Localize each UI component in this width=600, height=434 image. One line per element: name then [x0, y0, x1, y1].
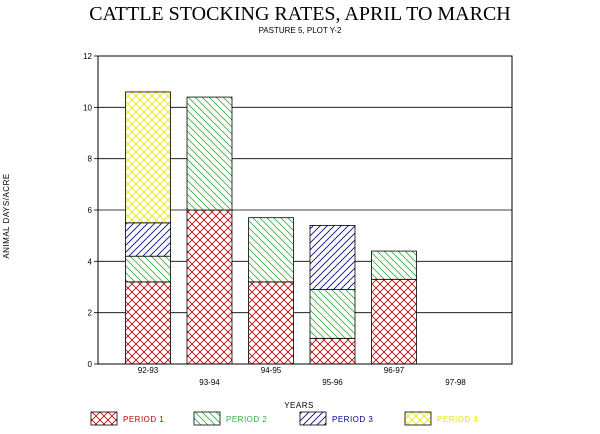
x-axis-ticks: 92-93 93-94 94-95 95-96 96-97 97-98 [138, 366, 467, 387]
legend: PERIOD 1 PERIOD 2 PERIOD 3 PERIOD 4 [90, 411, 478, 426]
legend-label-period-4: PERIOD 4 [437, 415, 478, 424]
y-tick-label: 8 [88, 155, 93, 164]
y-tick-label: 12 [83, 52, 92, 61]
legend-swatch-period-4 [404, 411, 432, 426]
bar-segment-period-2 [125, 255, 171, 283]
y-axis-ticks: 0 2 4 6 8 10 12 [83, 52, 98, 369]
bar-segment-period-3 [125, 222, 171, 257]
x-tick-label: 95-96 [322, 378, 343, 387]
bars [125, 91, 417, 365]
legend-label-period-2: PERIOD 2 [226, 415, 267, 424]
bar-segment-period-1 [125, 281, 171, 365]
bar-segment-period-2 [186, 96, 233, 211]
plot-frame [97, 55, 513, 365]
y-tick-label: 4 [88, 257, 93, 266]
legend-swatch-period-1 [90, 411, 118, 426]
x-tick-label: 96-97 [384, 366, 405, 375]
bar-segment-period-1 [248, 281, 294, 365]
x-tick-label: 92-93 [138, 366, 159, 375]
bar-segment-period-2 [248, 217, 294, 283]
y-tick-label: 6 [88, 206, 93, 215]
legend-swatch-period-2 [193, 411, 221, 426]
legend-label-period-1: PERIOD 1 [123, 415, 164, 424]
x-tick-label: 93-94 [199, 378, 220, 387]
bar-segment-period-1 [186, 209, 233, 365]
y-tick-label: 2 [88, 309, 93, 318]
x-tick-label: 97-98 [445, 378, 466, 387]
x-tick-label: 94-95 [261, 366, 282, 375]
legend-swatch-period-3 [299, 411, 327, 426]
legend-label-period-3: PERIOD 3 [332, 415, 373, 424]
y-axis-label: ANIMAL DAYS/ACRE [2, 173, 11, 258]
x-axis-label: YEARS [284, 401, 314, 410]
y-tick-label: 0 [88, 360, 93, 369]
y-tick-label: 10 [83, 103, 92, 112]
chart-subtitle: PASTURE 5, PLOT Y-2 [259, 26, 342, 35]
bar-segment-period-2 [309, 289, 356, 339]
bar-segment-period-2 [371, 250, 417, 280]
bar-segment-period-1 [371, 278, 417, 365]
chart-title: CATTLE STOCKING RATES, APRIL TO MARCH [89, 3, 511, 25]
bar-segment-period-1 [309, 337, 356, 365]
bar-segment-period-4 [125, 91, 171, 224]
bar-segment-period-3 [309, 224, 356, 290]
